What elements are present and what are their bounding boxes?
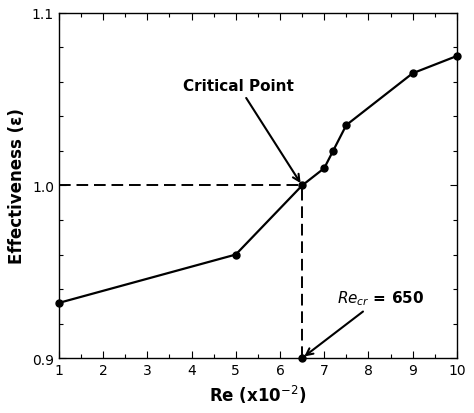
Y-axis label: Effectiveness (ε): Effectiveness (ε) [9, 108, 27, 264]
Text: $\mathit{Re}_{cr}$ = 650: $\mathit{Re}_{cr}$ = 650 [306, 289, 425, 355]
X-axis label: Re (x10$^{-2}$): Re (x10$^{-2}$) [209, 382, 307, 405]
Text: Critical Point: Critical Point [182, 78, 300, 182]
